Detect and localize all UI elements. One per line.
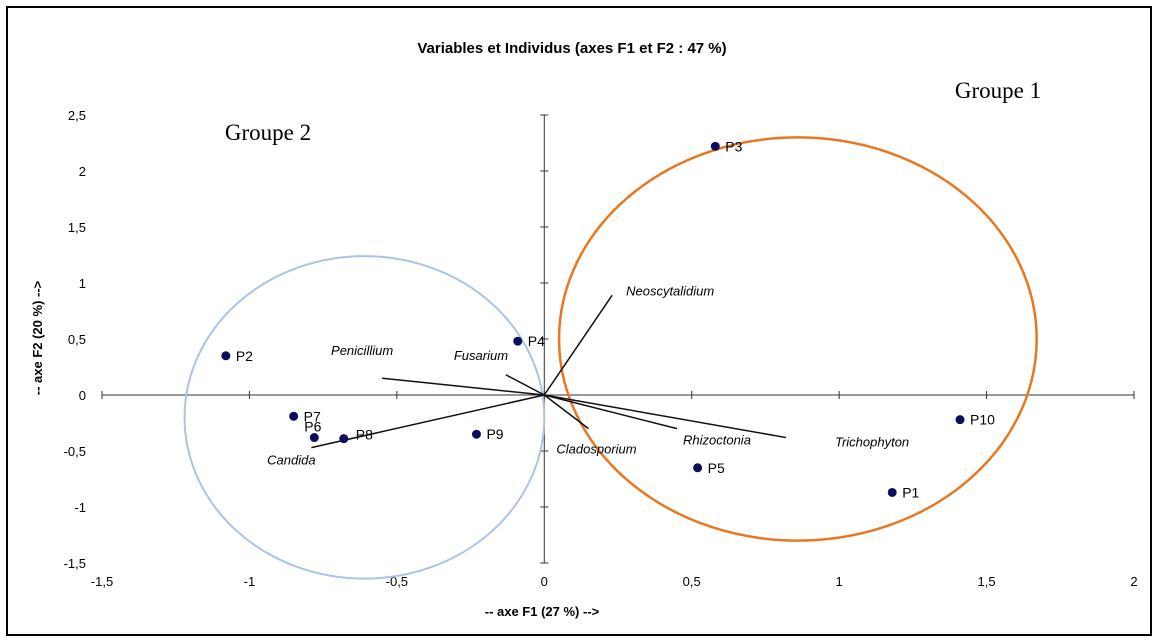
x-tick-label: 0 — [541, 574, 548, 589]
point-label: P10 — [970, 412, 995, 428]
x-tick-label: -1 — [244, 574, 256, 589]
variable-label: Trichophyton — [835, 435, 909, 450]
variable-label: Penicillium — [331, 343, 393, 358]
point-label: P8 — [356, 427, 373, 443]
data-point — [711, 142, 720, 151]
point-label: P2 — [236, 348, 253, 364]
y-tick-label: -0,5 — [64, 444, 86, 459]
variable-vector — [544, 395, 786, 438]
group-ellipse — [185, 256, 545, 579]
variable-label: Fusarium — [454, 348, 508, 363]
data-point — [693, 463, 702, 472]
chart-title: Variables et Individus (axes F1 et F2 : … — [417, 40, 726, 57]
y-tick-label: 0 — [79, 388, 86, 403]
y-tick-label: -1,5 — [64, 556, 86, 571]
point-label: P7 — [304, 408, 321, 424]
variable-vector — [544, 395, 677, 429]
y-tick-label: 2,5 — [68, 108, 86, 123]
variable-vector — [544, 295, 612, 395]
group-label: Groupe 2 — [225, 120, 311, 145]
y-tick-label: -1 — [74, 500, 86, 515]
data-point — [888, 488, 897, 497]
axes: -1,5 -1 -0,5 0 0,5 1 1,5 2-1,5-1-0,500,511,522,… — [64, 108, 1138, 589]
point-label: P9 — [486, 426, 503, 442]
y-tick-label: 2 — [79, 164, 86, 179]
y-tick-label: 1,5 — [68, 220, 86, 235]
x-axis-label: -- axe F1 (27 %) --> — [485, 604, 600, 619]
variable-label: Cladosporium — [556, 442, 636, 457]
point-label: P3 — [725, 138, 742, 154]
group-label: Groupe 1 — [955, 78, 1041, 103]
scatter-chart: Variables et Individus (axes F1 et F2 : … — [8, 8, 1150, 634]
variable-label: Candida — [267, 453, 315, 468]
data-point — [956, 415, 965, 424]
variable-label: Rhizoctonia — [683, 433, 751, 448]
x-tick-label: 2 — [1130, 574, 1137, 589]
data-point — [472, 430, 481, 439]
point-label: P4 — [528, 333, 545, 349]
data-point — [513, 337, 522, 346]
x-tick-label: 0,5 — [683, 574, 701, 589]
group-ellipses: Groupe 1 Groupe 2 — [185, 78, 1042, 579]
x-tick-label: 1,5 — [978, 574, 996, 589]
data-point — [289, 412, 298, 421]
y-axis-label: -- axe F2 (20 %) --> — [30, 280, 45, 395]
y-tick-label: 0,5 — [68, 332, 86, 347]
data-point — [339, 434, 348, 443]
y-tick-label: 1 — [79, 276, 86, 291]
variable-label: Neoscytalidium — [626, 283, 714, 298]
chart-frame: Variables et Individus (axes F1 et F2 : … — [6, 6, 1152, 636]
x-tick-label: 1 — [836, 574, 843, 589]
x-tick-label: -1,5 — [91, 574, 113, 589]
point-label: P1 — [902, 484, 919, 500]
point-label: P5 — [708, 460, 725, 476]
data-point — [221, 351, 230, 360]
variable-vector — [382, 378, 544, 395]
group-ellipse — [559, 137, 1037, 540]
